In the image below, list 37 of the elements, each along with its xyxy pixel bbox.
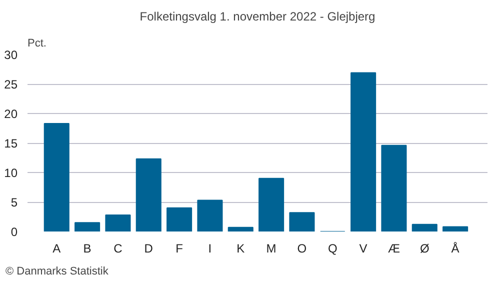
chart-title: Folketingsvalg 1. november 2022 - Glejbjerg	[140, 10, 376, 24]
bar	[166, 207, 192, 232]
x-tick-label: C	[114, 242, 123, 256]
x-tick-label: Q	[328, 242, 338, 256]
y-tick-label: 0	[10, 225, 18, 239]
x-tick-label: O	[297, 242, 307, 256]
y-tick-label: 25	[4, 78, 18, 92]
bar	[105, 214, 131, 232]
bar	[350, 72, 376, 232]
x-tick-label: K	[236, 242, 245, 256]
x-tick-label: Ø	[420, 242, 430, 256]
y-tick-label: 30	[4, 48, 18, 62]
x-tick-label: D	[144, 242, 154, 256]
y-tick-label: 15	[4, 136, 18, 150]
y-tick-label: 10	[4, 166, 18, 180]
y-tick-label: 20	[4, 107, 18, 121]
bar	[289, 212, 315, 232]
x-tick-label: I	[208, 242, 212, 256]
x-tick-label: Å	[451, 242, 460, 256]
bar	[74, 222, 100, 232]
x-tick-label: V	[359, 242, 368, 256]
bar	[412, 224, 438, 232]
bar	[381, 144, 407, 232]
bar	[197, 200, 223, 232]
bar	[44, 123, 70, 232]
y-tick-label: 5	[10, 196, 18, 210]
bar	[258, 178, 284, 232]
x-tick-label: A	[52, 242, 61, 256]
bar	[136, 158, 162, 232]
text: © Danmarks Statistik	[6, 266, 109, 278]
bar	[228, 226, 254, 232]
x-tick-label: M	[266, 242, 276, 256]
y-axis-title: Pct.	[28, 38, 46, 50]
bar	[442, 226, 468, 232]
x-tick-label: F	[176, 242, 183, 256]
x-tick-label: Æ	[388, 242, 400, 256]
x-tick-label: B	[83, 242, 92, 256]
